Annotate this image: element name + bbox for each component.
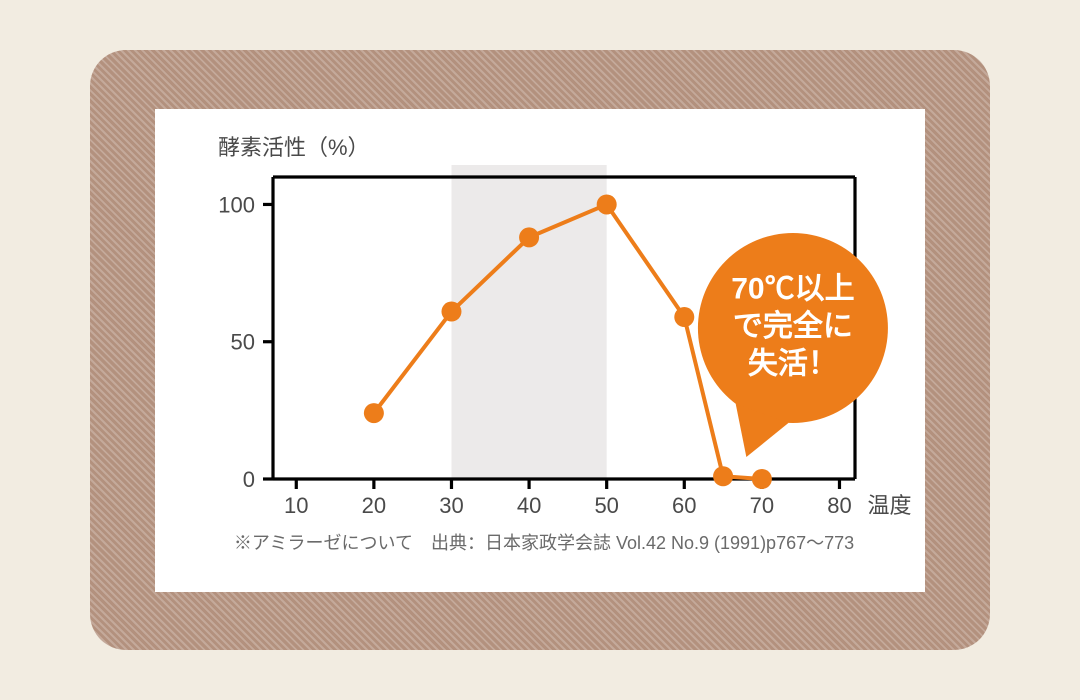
x-tick-label: 20 xyxy=(362,493,386,518)
data-point xyxy=(752,469,772,489)
data-point xyxy=(713,466,733,486)
callout-text-line: で完全に xyxy=(733,309,853,343)
x-tick-label: 30 xyxy=(439,493,463,518)
x-tick-label: 50 xyxy=(594,493,618,518)
x-tick-label: 60 xyxy=(672,493,696,518)
optimal-range-band xyxy=(451,165,606,479)
y-tick-label: 0 xyxy=(243,467,255,492)
chart-footnote: ※アミラーゼについて 出典：日本家政学会誌 Vol.42 No.9 (1991)… xyxy=(234,533,854,553)
data-point xyxy=(674,307,694,327)
callout-text-line: 70℃以上 xyxy=(731,272,854,305)
outer-canvas: 0 50 100 10 20 30 40 50 60 70 80 酵素活性（%） 温度（℃） 70℃以上で… xyxy=(0,0,1080,700)
data-point xyxy=(364,403,384,423)
data-point xyxy=(441,301,461,321)
y-tick-label: 50 xyxy=(231,329,255,354)
x-tick-label: 80 xyxy=(827,493,851,518)
x-tick-label: 10 xyxy=(284,493,308,518)
y-tick-label: 100 xyxy=(218,192,255,217)
callout-bubble: 70℃以上で完全に失活！ xyxy=(698,233,888,457)
hatched-frame: 0 50 100 10 20 30 40 50 60 70 80 酵素活性（%） 温度（℃） 70℃以上で… xyxy=(90,50,990,650)
callout-text-line: 失活！ xyxy=(748,347,838,380)
x-tick-label: 70 xyxy=(750,493,774,518)
data-point xyxy=(519,227,539,247)
y-axis-title: 酵素活性（%） xyxy=(218,135,370,160)
enzyme-activity-chart: 0 50 100 10 20 30 40 50 60 70 80 酵素活性（%） 温度（℃） 70℃以上で… xyxy=(155,109,925,592)
chart-panel: 0 50 100 10 20 30 40 50 60 70 80 酵素活性（%） 温度（℃） 70℃以上で… xyxy=(155,109,925,592)
data-point xyxy=(597,194,617,214)
x-tick-label: 40 xyxy=(517,493,541,518)
x-axis-title: 温度（℃） xyxy=(867,493,925,518)
